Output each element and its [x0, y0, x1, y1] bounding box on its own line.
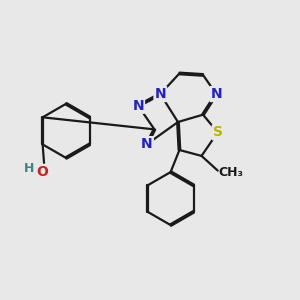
Text: CH₃: CH₃ — [219, 166, 244, 178]
Text: S: S — [213, 125, 223, 139]
Text: O: O — [36, 165, 48, 179]
Text: H: H — [24, 162, 34, 175]
Text: N: N — [154, 87, 166, 101]
Text: N: N — [141, 137, 153, 151]
Text: N: N — [132, 99, 144, 113]
Text: N: N — [210, 87, 222, 101]
